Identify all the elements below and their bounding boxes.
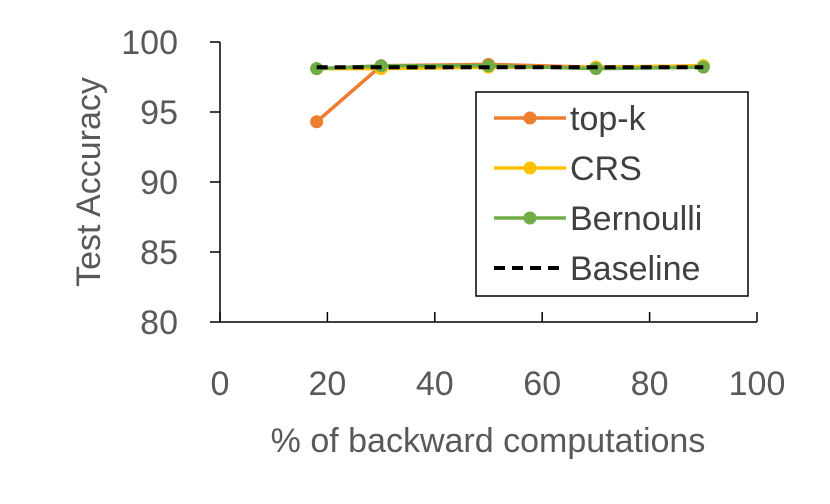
y-ticks: [210, 41, 220, 323]
legend-label: Baseline: [570, 250, 700, 288]
legend-marker: [523, 211, 537, 225]
x-tick-label: 20: [308, 365, 346, 403]
y-tick-label: 80: [140, 304, 178, 342]
plot-series: [310, 57, 710, 129]
legend-label: CRS: [570, 150, 642, 188]
y-tick-label: 85: [140, 234, 178, 272]
legend-item: Baseline: [494, 250, 700, 288]
x-tick-label: 60: [523, 365, 561, 403]
legend-item: CRS: [494, 150, 642, 188]
legend-marker: [523, 161, 537, 175]
x-tick-labels: 0 20 40 60 80 100: [211, 365, 786, 403]
legend-marker: [523, 111, 537, 125]
y-tick-label: 90: [140, 164, 178, 202]
x-tick-label: 40: [416, 365, 454, 403]
y-tick-labels: 80 85 90 95 100: [121, 24, 178, 342]
legend-item: top-k: [494, 100, 647, 138]
x-ticks: [219, 312, 758, 322]
x-tick-label: 0: [211, 365, 230, 403]
legend-label: top-k: [570, 100, 647, 138]
x-tick-label: 100: [729, 365, 786, 403]
data-point: [310, 115, 324, 129]
y-tick-label: 95: [140, 94, 178, 132]
legend-label: Bernoulli: [570, 200, 702, 238]
legend-item: Bernoulli: [494, 200, 702, 238]
legend: top-k CRS Bernoulli Baseline: [475, 91, 749, 297]
y-tick-label: 100: [121, 24, 178, 62]
x-axis-title: % of backward computations: [271, 422, 706, 460]
legend-items: top-k CRS Bernoulli Baseline: [494, 100, 702, 288]
y-axis-title: Test Accuracy: [70, 77, 108, 287]
x-tick-label: 80: [631, 365, 669, 403]
legend-box: [475, 91, 749, 297]
